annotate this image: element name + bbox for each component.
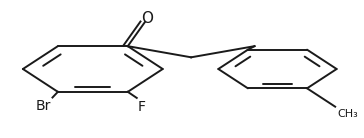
Text: Br: Br xyxy=(35,99,51,113)
Text: CH₃: CH₃ xyxy=(337,109,358,119)
Text: O: O xyxy=(141,11,153,26)
Text: F: F xyxy=(138,99,146,114)
